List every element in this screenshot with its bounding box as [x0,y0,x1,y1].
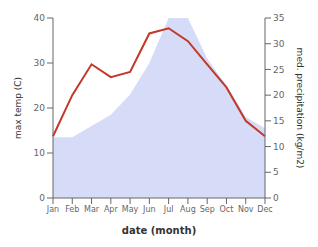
svg-text:med. precipitation (kg/m2): med. precipitation (kg/m2) [295,48,305,169]
svg-text:30: 30 [34,58,46,68]
svg-text:Jun: Jun [142,205,156,214]
svg-text:Jan: Jan [46,205,59,214]
svg-text:date (month): date (month) [122,225,196,236]
svg-text:Nov: Nov [238,205,254,214]
svg-text:Sep: Sep [200,205,215,214]
svg-text:Mar: Mar [84,205,100,214]
svg-text:25: 25 [273,65,284,75]
svg-text:Aug: Aug [180,205,196,214]
svg-text:10: 10 [34,148,46,158]
svg-text:20: 20 [34,103,46,113]
svg-text:Jul: Jul [163,205,174,214]
svg-text:35: 35 [273,13,284,23]
svg-text:15: 15 [273,116,284,126]
svg-text:40: 40 [34,13,46,23]
svg-text:May: May [122,205,139,214]
svg-text:10: 10 [273,142,285,152]
svg-text:Dec: Dec [257,205,272,214]
svg-text:Apr: Apr [104,205,119,214]
svg-text:Oct: Oct [220,205,234,214]
svg-text:max temp (C): max temp (C) [13,77,23,139]
svg-text:30: 30 [273,39,285,49]
svg-text:0: 0 [39,193,45,203]
svg-text:Feb: Feb [65,205,79,214]
svg-text:0: 0 [273,193,279,203]
svg-text:5: 5 [273,167,279,177]
svg-text:20: 20 [273,90,285,100]
